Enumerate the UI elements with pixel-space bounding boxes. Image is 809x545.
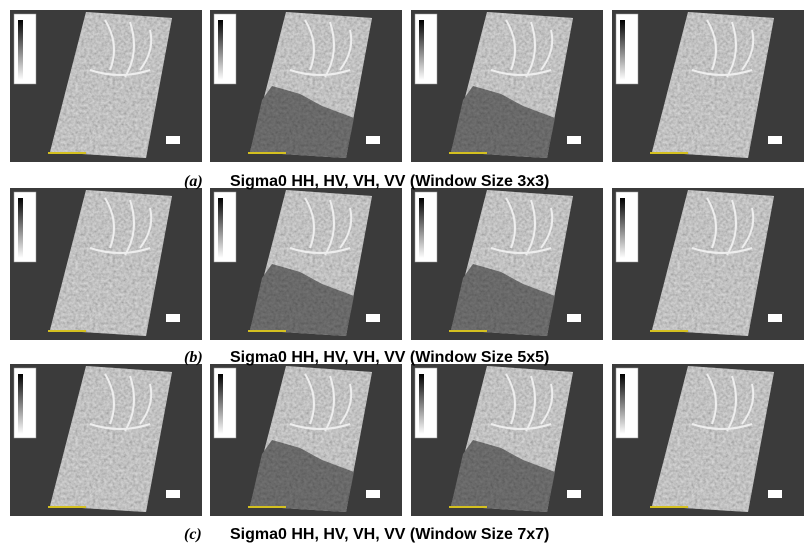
sar-image (10, 188, 202, 340)
sar-image (10, 10, 202, 162)
image-grid (10, 10, 804, 516)
figure: (a) Sigma0 HH, HV, VH, VV (Window Size 3… (0, 0, 809, 545)
row-caption: Sigma0 HH, HV, VH, VV (Window Size 7x7) (230, 526, 549, 543)
sar-image (411, 364, 603, 516)
row-caption: Sigma0 HH, HV, VH, VV (Window Size 5x5) (230, 349, 549, 366)
page: (a) Sigma0 HH, HV, VH, VV (Window Size 3… (0, 0, 809, 545)
row-caption: Sigma0 HH, HV, VH, VV (Window Size 3x3) (230, 173, 549, 190)
row-label: (c) (184, 526, 202, 543)
sar-image (210, 188, 402, 340)
sar-image (612, 188, 804, 340)
sar-image (612, 10, 804, 162)
sar-image (210, 364, 402, 516)
sar-image (612, 364, 804, 516)
row-label: (b) (184, 349, 203, 366)
sar-image (411, 10, 603, 162)
sar-image (10, 364, 202, 516)
row-label: (a) (184, 173, 203, 190)
sar-image (411, 188, 603, 340)
sar-image (210, 10, 402, 162)
